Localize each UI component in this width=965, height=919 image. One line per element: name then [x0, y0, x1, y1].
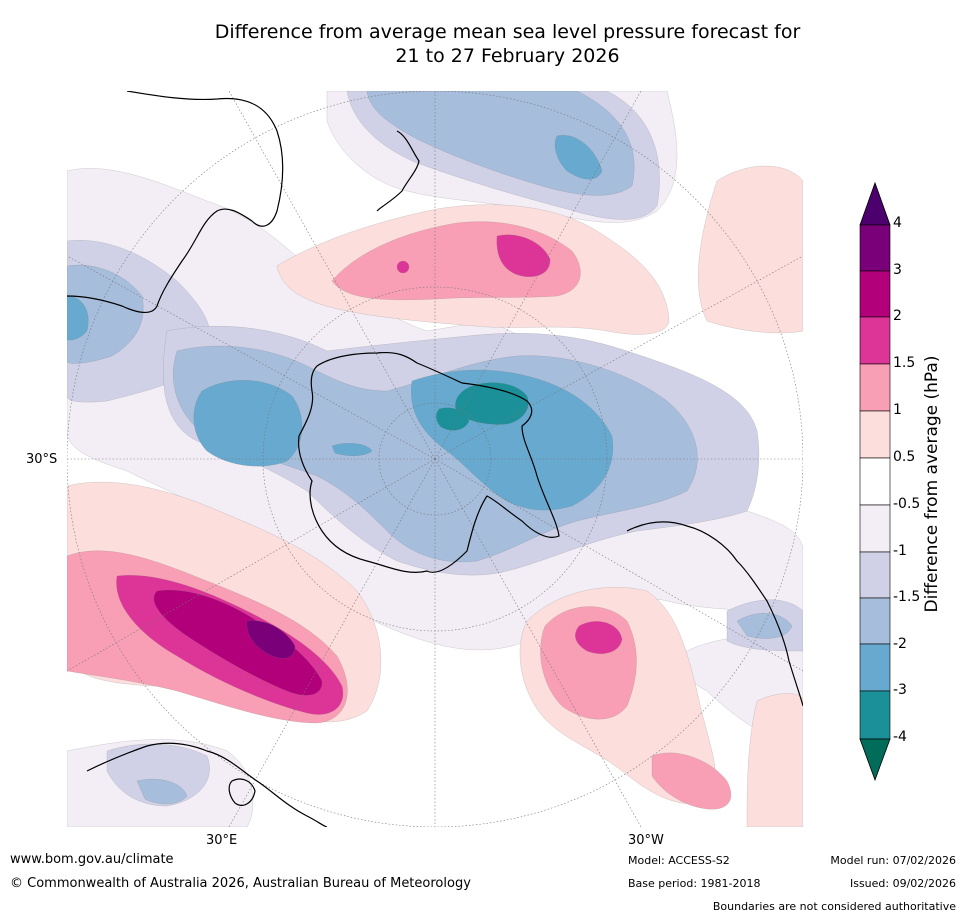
footer-model: Model: ACCESS-S2 — [628, 854, 730, 867]
colorbar-label: Difference from average (hPa) — [922, 355, 942, 613]
colorbar-bin-2-3 — [859, 270, 891, 318]
antarctica-coast — [297, 351, 560, 573]
australia-coast — [67, 91, 284, 313]
colorbar-tick-m0p5: -0.5 — [893, 496, 921, 512]
anomaly-fill-p3 — [246, 620, 296, 659]
lat-label-30s: 30°S — [26, 452, 58, 467]
colorbar-tick-1: 1 — [893, 402, 902, 418]
colorbar-bin-3-4 — [859, 224, 891, 272]
colorbar-svg — [859, 181, 891, 782]
colorbar-tick-3: 3 — [893, 262, 902, 278]
africa-coast — [86, 742, 328, 827]
colorbar-tick-m3: -3 — [893, 682, 907, 698]
colorbar-under-triangle — [859, 738, 891, 782]
footer-base-period: Base period: 1981-2018 — [628, 877, 761, 890]
colorbar-bin-m1-m1p5 — [859, 551, 891, 599]
colorbar-bin-m1p5-m2 — [859, 597, 891, 645]
colorbar-tick-1p5: 1.5 — [893, 355, 916, 371]
coastlines — [67, 91, 803, 827]
footer-model-run: Model run: 07/02/2026 — [830, 854, 956, 867]
anomaly-fill-p2 — [153, 589, 323, 696]
lon-label-30e: 30°E — [206, 833, 238, 848]
graticule — [67, 91, 803, 827]
colorbar-bin-m3-m4 — [859, 690, 891, 740]
colorbar-bin-neutral — [859, 457, 891, 506]
title-line-2: 21 to 27 February 2026 — [395, 45, 620, 67]
colorbar-bin-m0p5-m1 — [859, 504, 891, 553]
colorbar-bin-1p5-2 — [859, 316, 891, 365]
footer-copyright: © Commonwealth of Australia 2026, Austra… — [10, 876, 471, 891]
colorbar-tick-4: 4 — [893, 215, 902, 231]
colorbar: 4 3 2 1.5 1 0.5 -0.5 -1 -1.5 -2 -3 -4 — [845, 180, 965, 800]
footer-boundaries: Boundaries are not considered authoritat… — [712, 900, 956, 913]
colorbar-bin-1-1p5 — [859, 363, 891, 412]
colorbar-tick-0p5: 0.5 — [893, 449, 916, 465]
colorbar-tick-m1: -1 — [893, 543, 907, 559]
colorbar-over-triangle — [859, 181, 891, 226]
footer-website: www.bom.gov.au/climate — [10, 852, 174, 867]
title-line-1: Difference from average mean sea level p… — [214, 21, 801, 43]
lon-label-30w: 30°W — [628, 833, 664, 848]
madagascar-coast — [228, 778, 256, 806]
footer-issued: Issued: 09/02/2026 — [849, 877, 956, 890]
colorbar-tick-m1p5: -1.5 — [893, 589, 921, 605]
colorbar-bin-0p5-1 — [859, 410, 891, 459]
colorbar-bin-m2-m3 — [859, 643, 891, 692]
chart-title: Difference from average mean sea level p… — [0, 20, 965, 68]
south-america-coast — [626, 521, 803, 707]
colorbar-tick-m4: -4 — [893, 729, 907, 745]
colorbar-tick-2: 2 — [893, 308, 902, 324]
anomaly-map — [67, 91, 803, 827]
colorbar-tick-m2: -2 — [893, 636, 907, 652]
new-zealand-coast — [376, 130, 420, 212]
